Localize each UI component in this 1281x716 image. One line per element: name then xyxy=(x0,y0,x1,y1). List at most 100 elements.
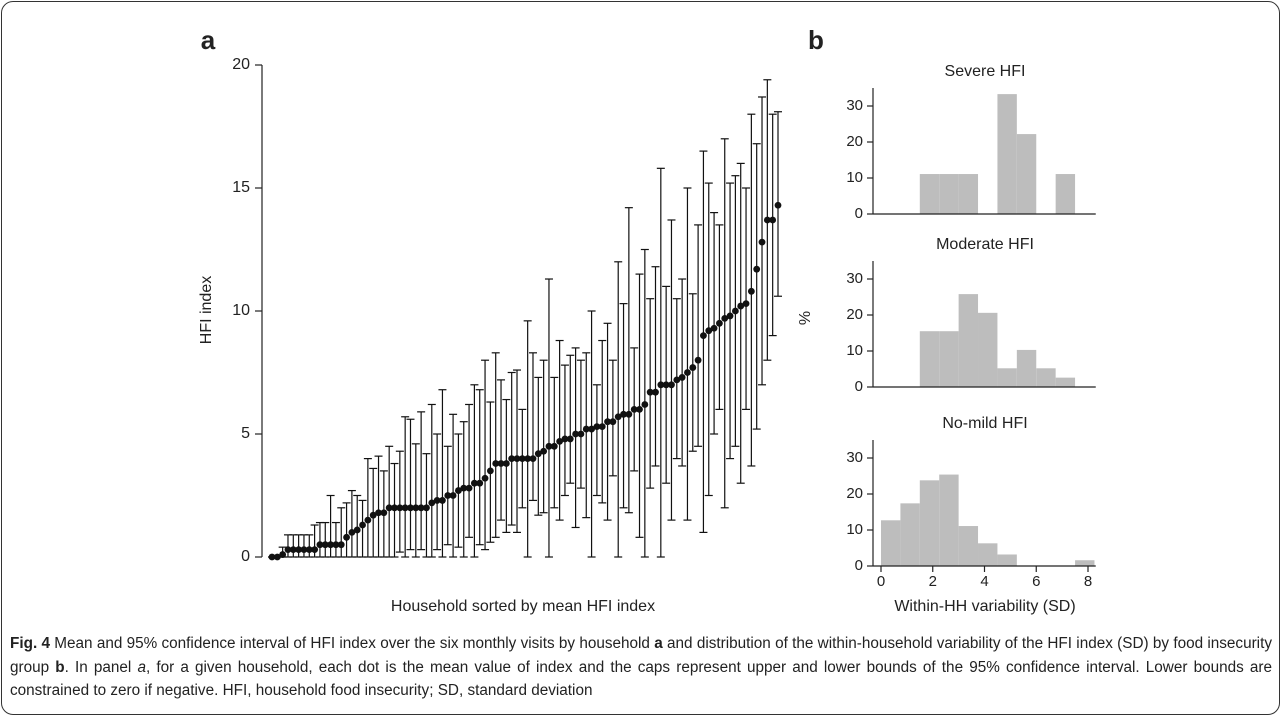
hist-bar xyxy=(958,526,979,566)
mean-dot xyxy=(428,499,436,507)
caption-ref: b xyxy=(55,658,65,676)
mean-dot xyxy=(375,509,382,517)
mean-dot xyxy=(369,511,377,519)
panel-label: a xyxy=(201,25,216,55)
hist-bar xyxy=(919,331,940,387)
x-tick-label: 4 xyxy=(980,573,988,590)
mean-dot xyxy=(471,479,478,487)
panel-label: b xyxy=(808,25,824,55)
hist-bar xyxy=(939,331,959,387)
hist-bar xyxy=(958,294,979,387)
mean-dot xyxy=(636,406,643,413)
mean-dot xyxy=(279,551,287,558)
mean-dot xyxy=(742,300,750,308)
mean-dot xyxy=(439,497,446,504)
y-tick-label: 10 xyxy=(846,521,863,538)
mean-dot xyxy=(508,455,516,462)
y-tick-label: 5 xyxy=(241,425,250,442)
mean-dot xyxy=(598,423,606,431)
y-tick-label: 30 xyxy=(846,270,863,287)
mean-dot xyxy=(401,504,409,512)
hist-bar xyxy=(997,554,1017,566)
hist-bar xyxy=(1036,368,1056,387)
mean-dot xyxy=(465,484,473,492)
y-axis-label: HFI index xyxy=(198,276,215,344)
mean-dot xyxy=(385,504,393,512)
mean-dot xyxy=(763,216,771,224)
mean-dot xyxy=(737,302,745,310)
mean-dot xyxy=(513,455,521,462)
y-tick-label: 20 xyxy=(232,56,250,73)
mean-dot xyxy=(620,410,627,418)
chart: a HFI index Household sorted by mean HFI… xyxy=(198,25,1096,615)
mean-dot xyxy=(668,381,675,389)
mean-dot xyxy=(753,265,761,273)
y-tick-label: 10 xyxy=(846,169,863,186)
hist-bar xyxy=(978,543,998,566)
mean-dot xyxy=(566,435,574,443)
mean-dot xyxy=(502,460,510,467)
mean-dot xyxy=(561,435,569,443)
caption-text: and distribution of the within-household… xyxy=(10,635,1272,676)
y-tick-label: 20 xyxy=(846,133,863,150)
mean-dot xyxy=(295,546,303,554)
mean-dot xyxy=(407,504,414,512)
mean-dot xyxy=(444,492,452,499)
mean-dot xyxy=(300,546,308,554)
hist-bar xyxy=(1016,349,1037,387)
y-tick-label: 30 xyxy=(846,97,863,114)
mean-dot xyxy=(604,418,611,426)
mean-dot xyxy=(396,504,404,512)
mean-dot xyxy=(747,287,755,295)
hist-bar xyxy=(939,174,959,214)
mean-dot xyxy=(289,546,297,554)
mean-dot xyxy=(284,546,292,554)
caption-ref: a xyxy=(137,658,146,676)
mean-dot xyxy=(630,406,638,413)
y-tick-label: 20 xyxy=(846,485,863,502)
mean-dot xyxy=(545,442,553,450)
mean-dot xyxy=(311,546,319,554)
mean-dot xyxy=(572,430,579,438)
mean-dot xyxy=(359,521,366,529)
x-tick-label: 0 xyxy=(877,573,885,590)
mean-dot xyxy=(769,216,777,224)
mean-dot xyxy=(678,374,686,381)
mean-dot xyxy=(316,541,324,549)
mean-dot xyxy=(716,319,723,327)
x-tick-label: 2 xyxy=(929,573,937,590)
mean-dot xyxy=(726,312,734,320)
mean-dot xyxy=(343,533,350,541)
hist-bar xyxy=(978,312,998,387)
mean-dot xyxy=(348,529,356,536)
mean-dot xyxy=(646,388,654,396)
hist-bar xyxy=(1016,134,1037,214)
mean-dot xyxy=(577,430,585,438)
mean-dot xyxy=(614,413,622,421)
panel-title: No-mild HFI xyxy=(942,415,1027,432)
mean-dot xyxy=(673,376,681,384)
mean-dot xyxy=(486,467,494,475)
y-tick-label: 15 xyxy=(232,179,250,196)
mean-dot xyxy=(449,492,457,499)
mean-dot xyxy=(518,455,526,462)
mean-dot xyxy=(492,460,500,467)
mean-dot xyxy=(273,553,281,561)
hist-bar xyxy=(900,503,920,566)
hist-bar xyxy=(919,174,940,214)
mean-dot xyxy=(391,504,398,512)
mean-dot xyxy=(423,504,430,512)
caption: Fig. 4 Mean and 95% confidence interval … xyxy=(10,632,1272,703)
mean-dot xyxy=(609,418,617,426)
caption-fig: Fig. 4 xyxy=(10,635,50,652)
y-tick-label: 10 xyxy=(232,302,250,319)
mean-dot xyxy=(625,410,633,418)
mean-dot xyxy=(684,369,691,376)
mean-dot xyxy=(534,450,542,458)
mean-dot xyxy=(689,364,697,371)
y-tick-label: 0 xyxy=(241,548,250,565)
mean-dot xyxy=(476,479,484,487)
mean-dot xyxy=(710,324,718,332)
caption-text: , for a given household, each dot is the… xyxy=(10,658,1273,700)
